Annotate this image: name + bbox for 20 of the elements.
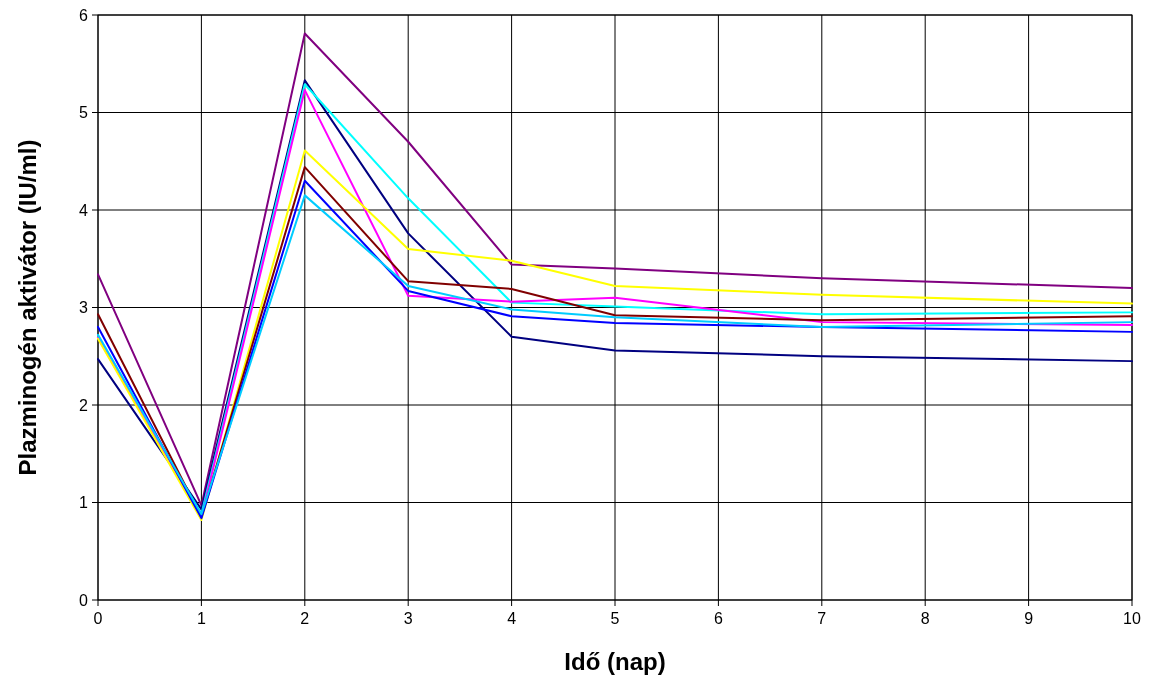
x-tick-label: 5: [610, 610, 620, 627]
x-axis-title: Idő (nap): [564, 648, 666, 675]
y-tick-label: 3: [79, 299, 89, 317]
y-tick-label: 6: [79, 6, 89, 24]
x-tick-label: 1: [196, 610, 206, 627]
x-tick-label: 7: [817, 610, 827, 627]
x-tick-label: 10: [1123, 610, 1141, 627]
x-tick-label: 4: [507, 610, 517, 627]
x-tick-label: 3: [403, 610, 413, 627]
y-tick-label: 5: [79, 104, 89, 122]
x-tick-label: 2: [300, 610, 310, 627]
x-tick-label: 0: [93, 610, 103, 627]
y-axis-title: Plazminogén aktivátor (IU/ml): [14, 139, 41, 476]
y-tick-label: 2: [79, 396, 89, 414]
y-tick-label: 4: [79, 201, 89, 219]
y-tick-label: 0: [79, 591, 89, 609]
x-tick-label: 6: [713, 610, 723, 627]
x-tick-label: 8: [920, 610, 930, 627]
x-tick-label: 9: [1024, 610, 1034, 627]
y-tick-label: 1: [79, 494, 89, 512]
